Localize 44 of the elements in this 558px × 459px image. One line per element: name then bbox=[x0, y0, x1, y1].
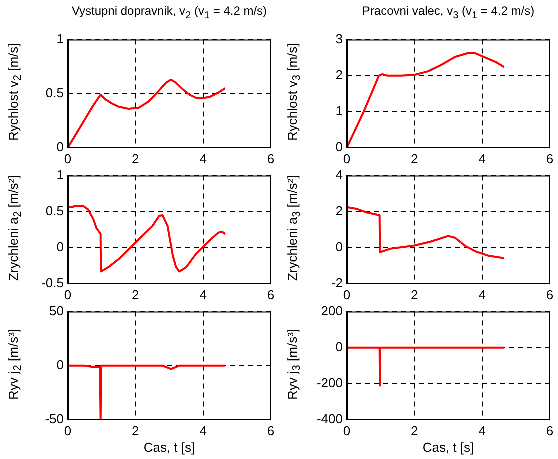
y-tick-label: 0 bbox=[336, 140, 343, 155]
y-tick-label: 4 bbox=[336, 167, 343, 182]
x-tick-label: 2 bbox=[132, 151, 140, 166]
x-tick-label: 6 bbox=[267, 423, 275, 438]
y-tick-label: 0 bbox=[56, 357, 64, 372]
y-tick-label: 2 bbox=[336, 67, 343, 82]
y-tick-label: -400 bbox=[316, 412, 343, 427]
y-tick-label: 0 bbox=[56, 140, 64, 155]
y-tick-label: 1 bbox=[56, 31, 64, 46]
x-axis-title: Cas, t [s] bbox=[142, 440, 196, 455]
chart-title: Pracovni valec, v$_{3}$ (v$_{1}$ = 4.2 m/s) bbox=[361, 4, 536, 22]
x-tick-label: 2 bbox=[411, 287, 418, 302]
y-tick-label: 50 bbox=[50, 303, 64, 318]
x-tick-label: 6 bbox=[546, 151, 554, 166]
x-axis-title: Cas, t [s] bbox=[422, 440, 476, 455]
x-tick-label: 2 bbox=[132, 287, 140, 302]
x-tick-label: 4 bbox=[200, 287, 207, 302]
x-tick-label: 6 bbox=[546, 423, 554, 438]
y-tick-label: 2 bbox=[336, 203, 343, 218]
y-tick-label: 0 bbox=[56, 240, 64, 255]
x-tick-label: 4 bbox=[478, 151, 486, 166]
y-tick-label: 0 bbox=[336, 240, 343, 255]
x-tick-label: 4 bbox=[478, 287, 486, 302]
x-tick-label: 2 bbox=[411, 151, 418, 166]
y-tick-label: -50 bbox=[45, 412, 64, 427]
x-tick-label: 6 bbox=[267, 151, 275, 166]
x-tick-label: 6 bbox=[267, 287, 275, 302]
x-tick-label: 6 bbox=[546, 287, 554, 302]
y-tick-label: -2 bbox=[331, 276, 343, 291]
x-tick-label: 4 bbox=[200, 151, 207, 166]
x-tick-label: 4 bbox=[200, 423, 207, 438]
y-tick-label: -200 bbox=[316, 376, 343, 391]
y-tick-label: 0 bbox=[336, 339, 343, 354]
x-tick-label: 2 bbox=[132, 423, 140, 438]
chart-title: Vystupni dopravnik, v$_{2}$ (v$_{1}$ = 4.2 m/s) bbox=[70, 4, 268, 22]
y-tick-label: 0.5 bbox=[46, 203, 64, 218]
y-tick-label: -0.5 bbox=[42, 276, 64, 291]
y-tick-label: 1 bbox=[56, 167, 64, 182]
y-tick-label: 200 bbox=[321, 303, 343, 318]
y-tick-label: 3 bbox=[336, 31, 343, 46]
x-tick-label: 2 bbox=[411, 423, 418, 438]
x-tick-label: 4 bbox=[478, 423, 486, 438]
y-tick-label: 0.5 bbox=[46, 85, 64, 100]
y-tick-label: 1 bbox=[336, 104, 343, 119]
